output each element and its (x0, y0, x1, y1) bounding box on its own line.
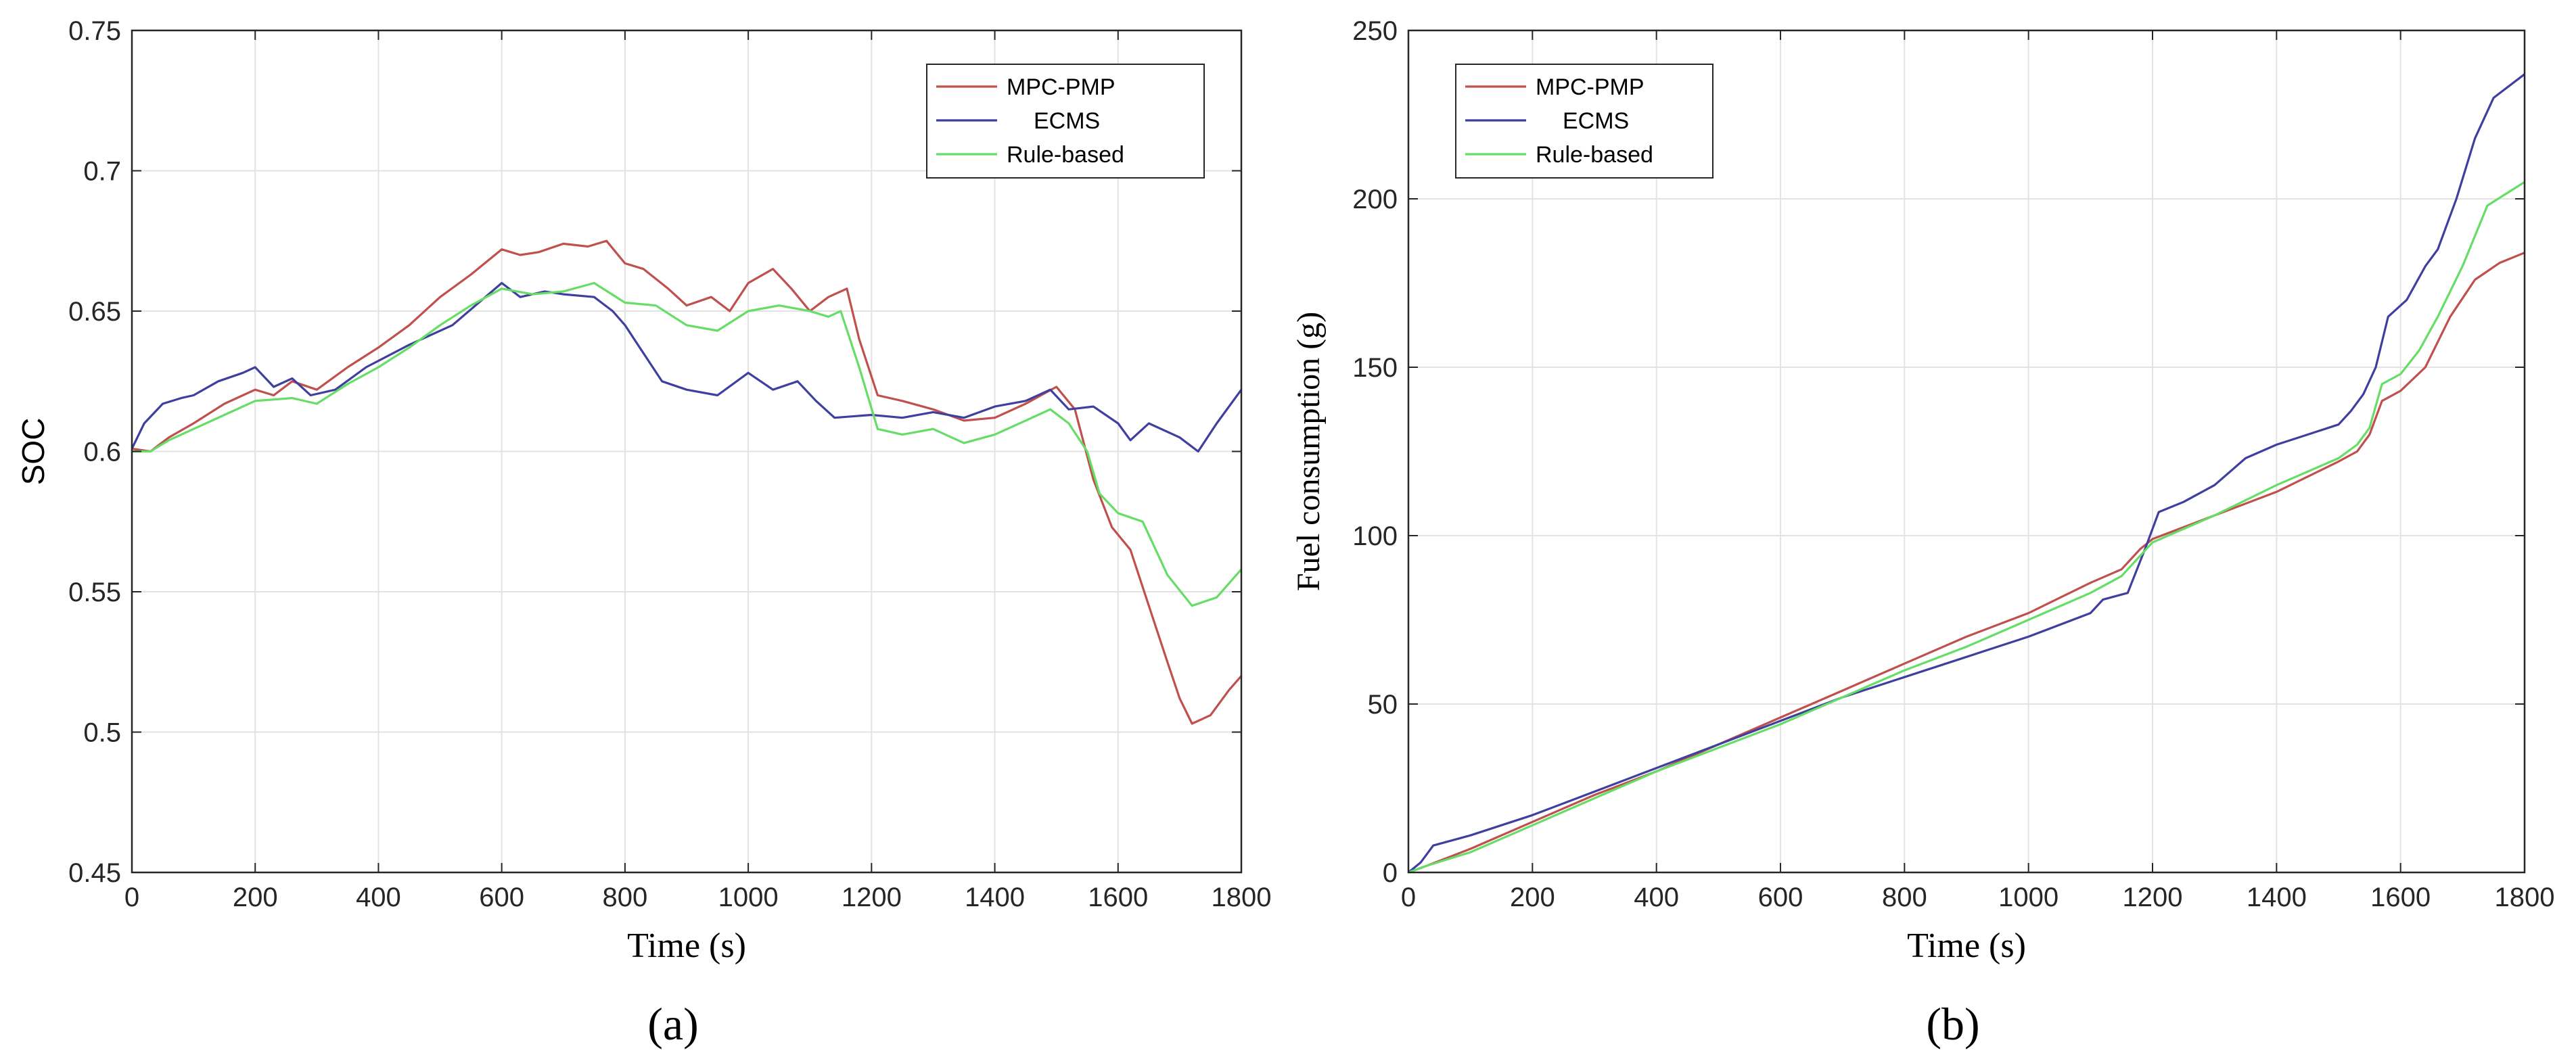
soc-chart: 0 200 400 600 800 1000 1200 1400 1600 1800 0.450.… (16, 16, 1271, 1050)
fuel-y-tick-150: 150 (1352, 353, 1398, 383)
soc-series-rule-based (132, 281, 1243, 607)
fuel-x-tick-200: 200 (1510, 883, 1555, 912)
soc-x-tick-1600: 1600 (1088, 883, 1148, 912)
soc-y-axis-label: SOC (16, 418, 51, 486)
soc-x-tick-1800: 1800 (1212, 883, 1272, 912)
soc-series-ecms (131, 281, 1243, 453)
fuel-series-rule-based (1408, 181, 2525, 874)
fuel-x-tick-600: 600 (1758, 883, 1803, 912)
fuel-series-mpc-pmp (1408, 252, 2525, 874)
soc-y-tick-0.75: 0.75 (68, 16, 121, 46)
soc-x-tick-600: 600 (479, 883, 524, 912)
soc-series-mpc-pmp (131, 239, 1243, 725)
soc-legend-label-0: MPC-PMP (1007, 74, 1116, 100)
fuel-y-axis-label: Fuel consumption (g) (1291, 312, 1327, 591)
panel-label-b: (b) (1926, 998, 1979, 1050)
fuel-y-tick-200: 200 (1352, 185, 1398, 214)
soc-y-tick-0.5: 0.5 (83, 718, 121, 748)
soc-y-tick-labels: 0.45 0.5 0.55 0.6 0.65 0.7 0.75 (68, 16, 121, 888)
soc-legend-label-2: Rule-based (1007, 142, 1124, 168)
fuel-legend-label-0: MPC-PMP (1536, 74, 1644, 100)
fuel-y-tick-250: 250 (1352, 16, 1398, 46)
fuel-x-tick-1800: 1800 (2495, 883, 2555, 912)
soc-x-tick-1000: 1000 (718, 883, 779, 912)
soc-legend-label-1: ECMS (1034, 108, 1100, 134)
soc-x-tick-labels: 0 200 400 600 800 1000 1200 1400 1600 1800 (124, 883, 1272, 912)
soc-y-tick-0.65: 0.65 (68, 297, 121, 327)
soc-x-tick-1400: 1400 (965, 883, 1025, 912)
soc-y-tick-0.6: 0.6 (83, 438, 121, 467)
fuel-series-ecms (1407, 73, 2525, 874)
fuel-chart: 0 200 400 600 800 1000 1200 1400 1600 1800 0 50 100… (1291, 16, 2554, 1050)
fuel-y-tick-100: 100 (1352, 521, 1398, 551)
fuel-x-tick-800: 800 (1882, 883, 1927, 912)
soc-x-tick-800: 800 (603, 883, 648, 912)
fuel-y-tick-0: 0 (1383, 858, 1398, 888)
soc-x-tick-1200: 1200 (842, 883, 902, 912)
fuel-x-tick-0: 0 (1401, 883, 1416, 912)
fuel-x-tick-1400: 1400 (2247, 883, 2307, 912)
fuel-legend: MPC-PMP ECMS Rule-based (1455, 64, 1714, 179)
fuel-y-tick-labels: 0 50 100 150 200 250 (1352, 16, 1398, 888)
fuel-x-tick-1000: 1000 (1998, 883, 2058, 912)
fuel-y-tick-50: 50 (1368, 690, 1398, 720)
soc-legend: MPC-PMP ECMS Rule-based (926, 64, 1205, 179)
fuel-x-tick-400: 400 (1634, 883, 1679, 912)
soc-y-tick-0.55: 0.55 (68, 578, 121, 607)
soc-x-tick-200: 200 (233, 883, 278, 912)
fuel-legend-label-1: ECMS (1563, 108, 1629, 134)
fuel-x-tick-1600: 1600 (2370, 883, 2431, 912)
fuel-legend-label-2: Rule-based (1536, 142, 1653, 168)
fuel-x-tick-1200: 1200 (2123, 883, 2183, 912)
soc-x-tick-400: 400 (356, 883, 401, 912)
panel-label-a: (a) (647, 998, 698, 1050)
soc-x-tick-0: 0 (124, 883, 139, 912)
fuel-axes-frame (1407, 29, 2526, 874)
fuel-x-axis-label: Time (s) (1907, 927, 2026, 965)
fuel-x-tick-labels: 0 200 400 600 800 1000 1200 1400 1600 1800 (1401, 883, 2555, 912)
soc-axes-frame (131, 29, 1243, 874)
soc-x-axis-label: Time (s) (627, 927, 746, 965)
soc-y-tick-0.7: 0.7 (83, 157, 121, 187)
soc-series-group (131, 239, 1243, 725)
fuel-series-group (1407, 73, 2525, 874)
soc-y-tick-0.45: 0.45 (68, 858, 121, 888)
